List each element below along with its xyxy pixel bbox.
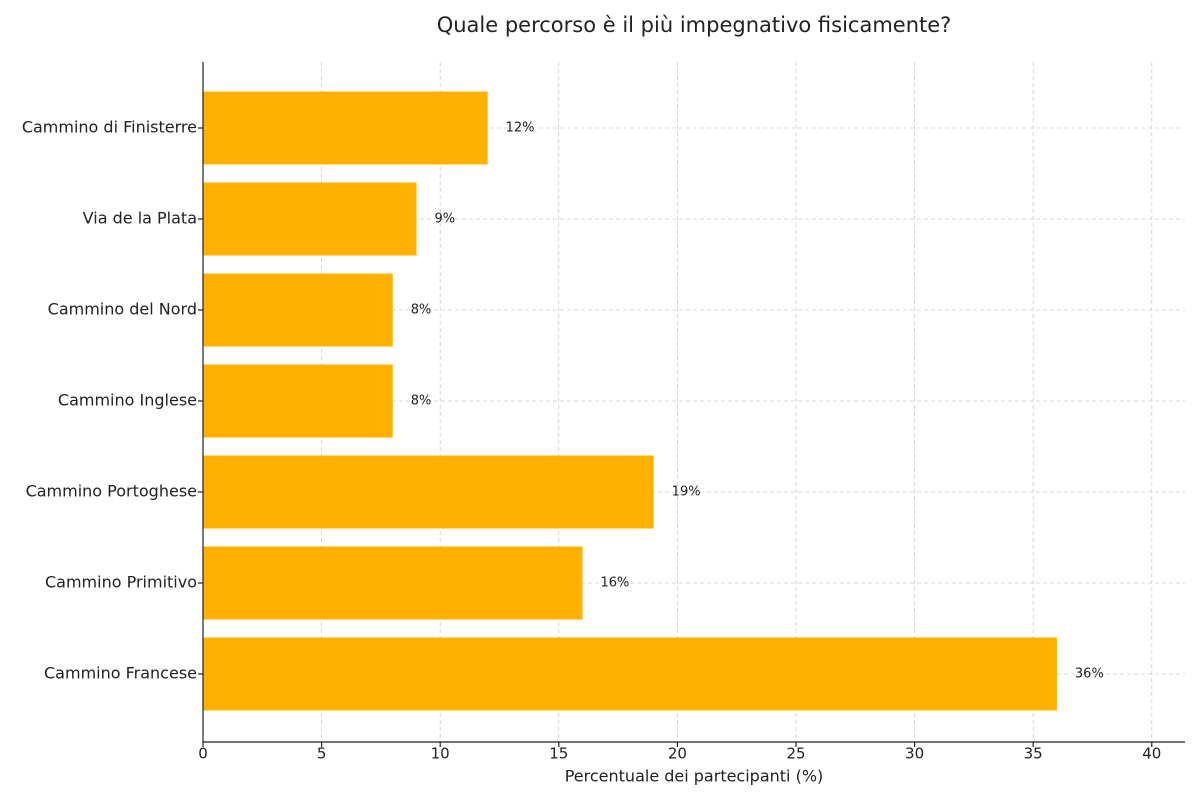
bar [203, 546, 583, 620]
chart-title: Quale percorso è il più impegnativo fisi… [437, 13, 952, 37]
x-axis-label: Percentuale dei partecipanti (%) [565, 767, 824, 786]
x-tick-label: 25 [786, 745, 805, 763]
y-tick-label: Cammino Portoghese [26, 482, 197, 501]
value-label: 19% [672, 485, 701, 500]
value-label: 36% [1075, 667, 1104, 682]
x-tick-label: 5 [317, 745, 327, 763]
y-tick-label: Cammino di Finisterre [22, 118, 197, 137]
y-tick-label: Cammino Francese [44, 664, 197, 683]
bar [203, 455, 654, 529]
x-tick-label: 0 [198, 745, 208, 763]
bar [203, 637, 1057, 711]
x-tick-label: 15 [549, 745, 568, 763]
value-label: 16% [601, 576, 630, 591]
bar [203, 182, 417, 256]
value-label: 8% [411, 394, 432, 409]
x-tick-label: 35 [1024, 745, 1043, 763]
value-label: 12% [506, 121, 535, 136]
bar [203, 91, 488, 165]
y-tick-label: Cammino Inglese [58, 391, 197, 410]
x-tick-label: 10 [431, 745, 450, 763]
y-tick-label: Via de la Plata [83, 209, 197, 228]
y-tick-label: Cammino Primitivo [45, 573, 197, 592]
bar [203, 273, 393, 347]
value-label: 8% [411, 303, 432, 318]
value-label: 9% [434, 212, 455, 227]
y-tick-label: Cammino del Nord [48, 300, 197, 319]
bar [203, 364, 393, 438]
x-tick-label: 30 [905, 745, 924, 763]
x-tick-label: 20 [668, 745, 687, 763]
x-tick-label: 40 [1142, 745, 1161, 763]
